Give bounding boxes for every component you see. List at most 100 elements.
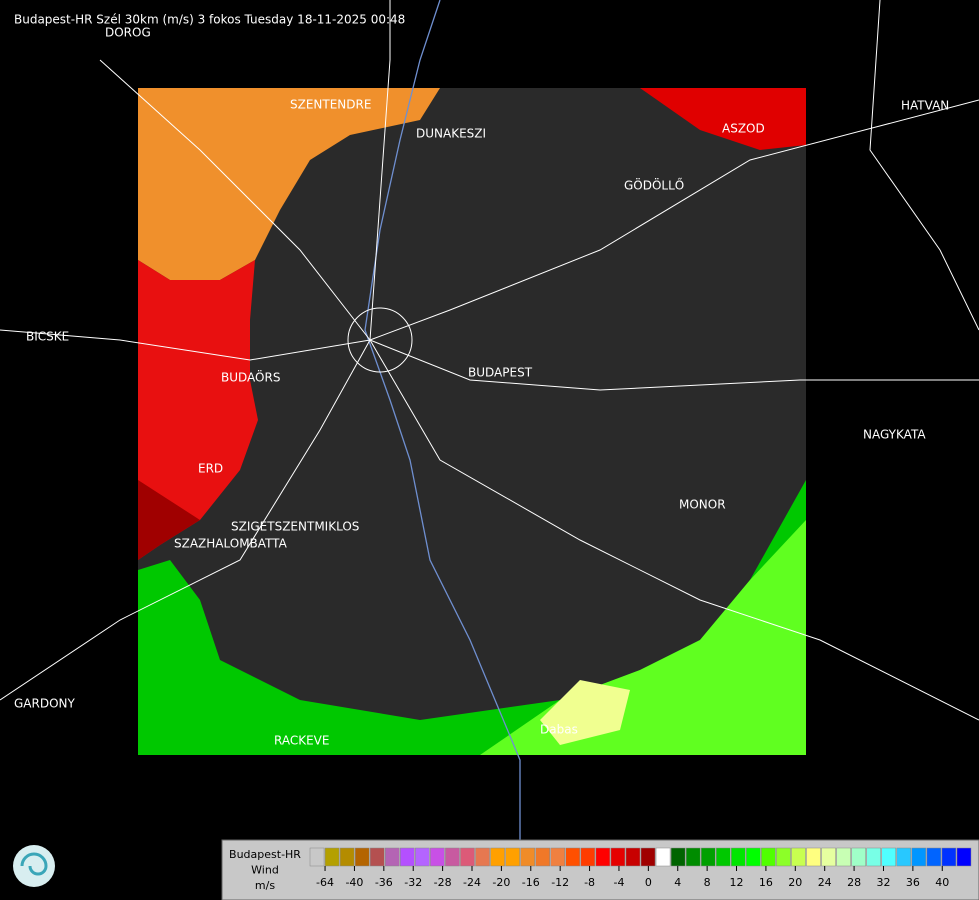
legend-swatch <box>956 847 972 867</box>
legend-swatch <box>535 847 550 867</box>
legend-tick-label: -24 <box>463 876 481 889</box>
legend-swatch <box>746 847 761 867</box>
logo <box>13 845 55 887</box>
legend-swatch <box>776 847 791 867</box>
map-title: Budapest-HR Szél 30km (m/s) 3 fokos Tues… <box>14 13 405 27</box>
legend-swatch <box>339 847 355 867</box>
legend-swatch <box>821 847 836 867</box>
legend-swatch <box>445 847 460 867</box>
legend-tick-label: 24 <box>818 876 832 889</box>
place-label: ASZOD <box>722 122 765 136</box>
legend-swatch <box>791 847 806 867</box>
legend-swatch <box>369 847 385 867</box>
legend-swatch <box>881 847 897 867</box>
legend-tick-label: -32 <box>404 876 422 889</box>
road <box>869 0 979 331</box>
place-label: SZIGETSZENTMIKLOS <box>231 520 359 534</box>
legend-swatch <box>640 847 656 867</box>
place-label: BUDAÖRS <box>221 369 280 385</box>
legend-tick-label: -28 <box>434 876 452 889</box>
legend-tick-label: -8 <box>584 876 595 889</box>
place-label: GARDONY <box>14 697 76 711</box>
legend-swatch <box>625 847 641 867</box>
legend-tick-label: 0 <box>645 876 652 889</box>
legend-swatch <box>520 847 535 867</box>
legend-swatch <box>896 847 912 867</box>
echo-darkred <box>138 480 200 560</box>
legend-title: Wind <box>251 864 279 877</box>
legend-tick-label: -40 <box>345 876 363 889</box>
legend-tick-label: 36 <box>906 876 920 889</box>
road <box>99 59 371 341</box>
legend-tick-label: 28 <box>847 876 861 889</box>
legend-tick-label: 8 <box>704 876 711 889</box>
legend-swatch <box>866 847 881 867</box>
road <box>369 339 979 721</box>
legend-swatch <box>324 847 340 867</box>
echo-lightgreen <box>480 520 806 755</box>
legend-tick-label: 32 <box>876 876 890 889</box>
legend-swatch <box>670 847 686 867</box>
legend-swatch <box>309 847 325 867</box>
legend-tick-label: 40 <box>935 876 949 889</box>
legend-swatch <box>384 847 400 867</box>
legend-swatch <box>685 847 701 867</box>
danube <box>364 0 521 900</box>
legend-tick-label: 12 <box>730 876 744 889</box>
legend-swatch <box>700 847 716 867</box>
legend-swatch <box>550 847 566 867</box>
echo-yellow <box>540 680 630 745</box>
place-label: ERD <box>198 462 223 476</box>
legend-title: Budapest-HR <box>229 848 301 861</box>
place-label: SZAZHALOMBATTA <box>174 537 288 551</box>
place-label: DUNAKESZI <box>416 127 486 141</box>
place-label: Dabas <box>540 723 578 737</box>
legend-swatch <box>731 847 746 867</box>
legend-tick-label: -64 <box>316 876 334 889</box>
legend-swatch <box>926 847 942 867</box>
legend-tick-label: 16 <box>759 876 773 889</box>
legend-swatch <box>595 847 611 867</box>
legend-swatch <box>580 847 596 867</box>
legend-swatch <box>565 847 581 867</box>
legend-swatch <box>354 847 370 867</box>
legend-swatch <box>400 847 415 867</box>
echo-orange <box>138 88 440 280</box>
legend-swatch <box>610 847 626 867</box>
legend-swatch <box>761 847 776 867</box>
place-label: SZENTENDRE <box>290 98 371 112</box>
legend-swatch <box>430 847 445 867</box>
legend-swatch <box>655 847 671 867</box>
place-label: NAGYKATA <box>863 428 926 442</box>
place-label: RACKEVE <box>274 734 329 748</box>
echo-red-ne <box>640 88 806 150</box>
legend-swatch <box>475 847 490 867</box>
road <box>0 339 371 701</box>
legend-tick-label: -4 <box>613 876 624 889</box>
place-label: DOROG <box>105 26 151 40</box>
place-label: BICSKE <box>26 330 69 344</box>
legend-swatch <box>490 847 505 867</box>
road <box>369 0 391 341</box>
echo-red <box>138 260 258 560</box>
legend-swatch <box>911 847 927 867</box>
legend-title: m/s <box>255 879 275 892</box>
legend-tick-label: -12 <box>551 876 569 889</box>
legend-swatch <box>715 847 731 867</box>
legend-swatch <box>505 847 520 867</box>
legend-swatch <box>851 847 866 867</box>
legend-tick-label: -36 <box>375 876 393 889</box>
legend-tick-label: -20 <box>492 876 510 889</box>
logo-mark <box>20 852 48 876</box>
place-label: HATVAN <box>901 99 949 113</box>
legend-tick-label: 4 <box>674 876 681 889</box>
legend-swatch <box>415 847 430 867</box>
legend-swatch <box>460 847 475 867</box>
road <box>369 99 979 341</box>
place-label: MONOR <box>679 498 726 512</box>
ring-road <box>347 307 413 373</box>
legend-swatch <box>941 847 957 867</box>
legend-swatch <box>836 847 851 867</box>
legend-swatch <box>806 847 821 867</box>
